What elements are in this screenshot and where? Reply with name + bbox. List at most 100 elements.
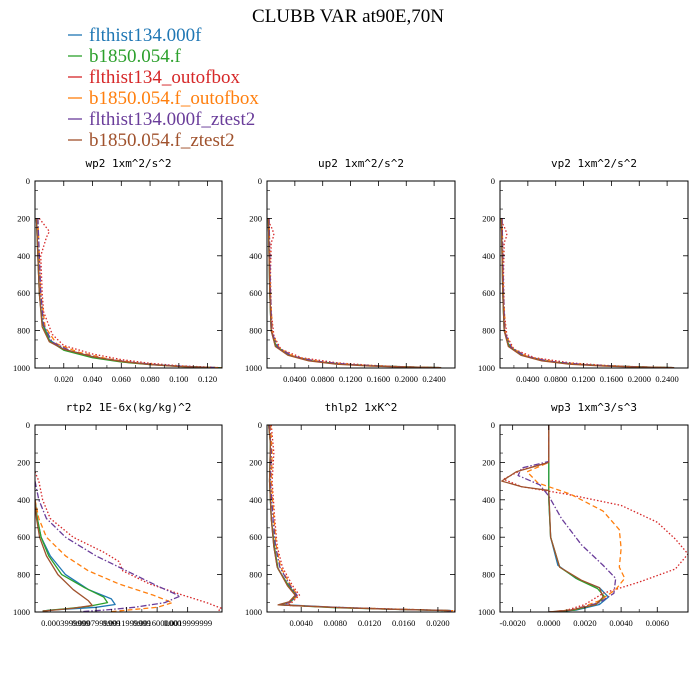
series-line — [268, 218, 428, 368]
x-tick-label: 0.0000 — [537, 618, 560, 628]
y-tick-label: 600 — [249, 532, 262, 542]
series-line — [35, 499, 93, 612]
legend-label: b1850.054.f_ztest2 — [89, 130, 235, 151]
series-line — [526, 425, 626, 612]
legend-entry: b1850.054.f — [68, 46, 182, 67]
x-tick-label: 0.1200 — [572, 374, 595, 384]
series-line — [267, 218, 442, 368]
legend-label: flthist134.000f — [89, 25, 202, 46]
y-tick-label: 1000 — [13, 363, 30, 373]
x-tick-label: 0.020 — [54, 374, 73, 384]
x-tick-label: 0.080 — [141, 374, 160, 384]
x-tick-label: 0.0400 — [283, 374, 306, 384]
y-tick-label: 400 — [249, 495, 262, 505]
y-tick-label: 400 — [482, 495, 495, 505]
series-line — [35, 218, 222, 368]
figure-title: CLUBB VAR at90E,70N — [252, 6, 444, 27]
y-tick-label: 600 — [17, 532, 30, 542]
x-tick-label: 0.0400 — [516, 374, 539, 384]
y-tick-label: 400 — [249, 251, 262, 261]
series-line — [267, 218, 442, 368]
series-line — [268, 425, 451, 612]
x-tick-label: 0.0020 — [573, 618, 596, 628]
legend-entry: b1850.054.f_ztest2 — [68, 130, 235, 151]
series-line — [35, 499, 116, 612]
series-line — [500, 218, 675, 368]
plot-frame — [34, 180, 223, 369]
x-tick-label: 0.1200 — [339, 374, 362, 384]
panel-title: rtp2 1E-6x(kg/kg)^2 — [66, 401, 192, 414]
panels: wp2 1xm^2/s^2 0 200 400 600 800 1000 0.020 0.040… — [13, 157, 689, 628]
series-line — [268, 425, 450, 612]
y-tick-label: 200 — [482, 457, 495, 467]
y-tick-label: 400 — [17, 251, 30, 261]
panel-title: vp2 1xm^2/s^2 — [551, 157, 637, 170]
x-tick-label: 0.0016000000 — [133, 618, 182, 628]
legend-entry: flthist134_outofbox — [68, 67, 240, 88]
panel-title: thlp2 1xK^2 — [325, 401, 398, 414]
y-tick-label: 200 — [249, 213, 262, 223]
legend-label: b1850.054.f_outofbox — [89, 88, 259, 109]
y-tick-label: 0 — [26, 420, 30, 430]
panel-title: up2 1xm^2/s^2 — [318, 157, 404, 170]
y-tick-label: 0 — [26, 176, 30, 186]
y-tick-label: 600 — [249, 288, 262, 298]
y-tick-label: 1000 — [13, 607, 30, 617]
legend-entry: flthist134.000f — [68, 25, 202, 46]
y-tick-label: 800 — [482, 570, 495, 580]
series-line — [502, 425, 688, 611]
x-tick-label: 0.0019999999 — [163, 618, 212, 628]
legend-label: b1850.054.f — [89, 46, 182, 67]
x-tick-label: 0.1600 — [600, 374, 623, 384]
series-line — [548, 425, 606, 612]
y-tick-label: 1000 — [245, 363, 262, 373]
x-tick-label: -0.0020 — [500, 618, 526, 628]
series-group — [35, 218, 222, 368]
panel-title: wp3 1xm^3/s^3 — [551, 401, 637, 414]
y-tick-label: 400 — [482, 251, 495, 261]
y-tick-label: 600 — [482, 532, 495, 542]
chart-panel: vp2 1xm^2/s^2 0 200 400 600 800 1000 0.0400 0.08… — [478, 157, 689, 384]
y-tick-label: 800 — [249, 326, 262, 336]
chart-panel: wp3 1xm^3/s^3 0 200 400 600 800 1000 -0.0020 0.0… — [478, 401, 689, 628]
x-tick-label: 0.2400 — [422, 374, 445, 384]
x-tick-label: 0.100 — [169, 374, 188, 384]
legend-label: flthist134_outofbox — [89, 67, 240, 88]
series-line — [269, 223, 442, 368]
plot-frame — [499, 180, 689, 369]
y-tick-label: 0 — [258, 420, 262, 430]
series-line — [502, 223, 675, 368]
series-line — [269, 425, 454, 612]
y-tick-label: 800 — [17, 326, 30, 336]
y-tick-label: 400 — [17, 495, 30, 505]
plot-frame — [499, 424, 689, 613]
series-group — [267, 218, 442, 368]
series-line — [35, 480, 181, 612]
series-line — [35, 499, 174, 612]
chart-panel: up2 1xm^2/s^2 0 200 400 600 800 1000 0.0400 0.08… — [245, 157, 456, 384]
y-tick-label: 800 — [482, 326, 495, 336]
x-tick-label: 0.0003999999 — [41, 618, 90, 628]
series-group — [500, 218, 675, 368]
y-tick-label: 800 — [17, 570, 30, 580]
x-tick-label: 0.2000 — [395, 374, 418, 384]
series-group — [501, 425, 688, 612]
legend-entry: b1850.054.f_outofbox — [68, 88, 259, 109]
x-tick-label: 0.2400 — [655, 374, 678, 384]
chart-panel: rtp2 1E-6x(kg/kg)^2 0 200 400 600 800 1000 0.00… — [13, 401, 223, 628]
x-tick-label: 0.1600 — [367, 374, 390, 384]
x-tick-label: 0.2000 — [628, 374, 651, 384]
series-line — [501, 218, 654, 368]
legend-entry: flthist134.000f_ztest2 — [68, 109, 255, 130]
x-tick-label: 0.0060 — [646, 618, 669, 628]
legend: flthist134.000fb1850.054.fflthist134_out… — [68, 25, 259, 151]
chart-panel: thlp2 1xK^2 0 200 400 600 800 1000 0.0040 0.0080… — [245, 401, 456, 628]
x-tick-label: 0.0011999999 — [102, 618, 151, 628]
y-tick-label: 600 — [17, 288, 30, 298]
y-tick-label: 200 — [249, 457, 262, 467]
series-line — [500, 218, 675, 368]
y-tick-label: 800 — [249, 570, 262, 580]
x-tick-label: 0.0200 — [426, 618, 449, 628]
panel-title: wp2 1xm^2/s^2 — [85, 157, 171, 170]
